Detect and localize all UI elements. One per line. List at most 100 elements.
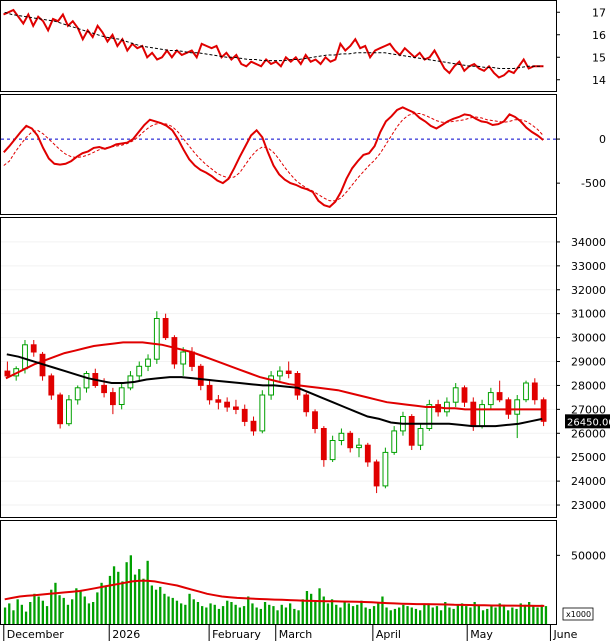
volume-bar <box>439 610 443 624</box>
volume-bar <box>121 581 124 624</box>
volume-bar <box>142 578 145 624</box>
volume-bar <box>83 596 86 624</box>
volume-bar <box>289 603 292 624</box>
x-tick-label: April <box>376 628 401 641</box>
volume-bar <box>427 603 430 624</box>
candlestick <box>224 397 230 412</box>
last-price-tag <box>565 414 610 429</box>
volume-bar <box>528 602 531 624</box>
volume-bar <box>62 597 65 624</box>
candlestick <box>391 426 398 455</box>
candlestick <box>110 387 116 415</box>
y-tick-label: 50000 <box>571 549 606 562</box>
candle-body <box>241 408 248 422</box>
candle-body <box>101 384 107 394</box>
volume-bar <box>326 603 330 624</box>
candlestick <box>444 397 450 417</box>
candle-body <box>277 370 283 377</box>
candle-body <box>206 384 213 401</box>
candle-body <box>338 432 345 441</box>
candle-body <box>461 387 468 403</box>
candle-body <box>83 373 90 389</box>
volume-bar <box>100 582 103 624</box>
volume-bar <box>364 607 367 624</box>
candlestick <box>426 399 433 431</box>
volume-bar <box>419 610 422 624</box>
candle-body <box>496 392 503 401</box>
candle-body <box>48 375 55 396</box>
candle-body <box>250 420 257 432</box>
volume-bar <box>377 603 380 624</box>
candlestick <box>118 383 125 410</box>
volume-bar <box>490 606 493 624</box>
candlestick <box>250 416 257 436</box>
candlestick <box>206 380 213 405</box>
volume-bar <box>502 604 506 624</box>
volume-bar <box>184 604 187 624</box>
volume-bar <box>8 603 11 624</box>
candle-body <box>356 444 362 449</box>
volume-bar <box>284 607 288 624</box>
candlestick <box>197 363 204 391</box>
volume-bar <box>180 603 183 624</box>
x-tick-label: 2026 <box>112 628 140 641</box>
candle-body <box>505 399 512 415</box>
volume-bar <box>125 562 128 624</box>
volume-bar <box>414 608 418 624</box>
volume-bar <box>201 606 204 624</box>
volume-bar <box>50 589 53 624</box>
y-tick-label: 31000 <box>571 308 606 321</box>
volume-bar <box>507 610 510 624</box>
candlestick <box>540 397 547 427</box>
candle-body <box>444 401 450 413</box>
candle-body <box>531 382 538 401</box>
volume-bar <box>540 604 543 624</box>
volume-bar <box>435 606 439 624</box>
candle-body <box>74 387 81 401</box>
volume-bar <box>372 606 376 624</box>
candlestick <box>30 339 37 357</box>
volume-bar <box>175 600 179 624</box>
candlestick <box>66 395 72 427</box>
candle-body <box>224 401 230 408</box>
volume-bar <box>402 604 405 624</box>
volume-bar <box>58 595 61 624</box>
volume-bar <box>66 604 70 624</box>
candlestick <box>303 392 310 417</box>
candlestick <box>259 390 266 434</box>
volume-bar <box>167 596 170 624</box>
volume-bar <box>75 588 78 624</box>
volume-bar <box>335 604 338 624</box>
volume-bar <box>54 582 57 624</box>
volume-bar <box>221 606 225 624</box>
volume-bar <box>494 607 497 624</box>
candle-body <box>189 351 195 367</box>
volume-bar <box>268 604 271 624</box>
candle-body <box>470 401 477 427</box>
volume-bar <box>196 602 200 624</box>
candlestick <box>364 442 371 467</box>
x-tick-label: May <box>470 628 493 641</box>
volume-bar <box>112 566 116 624</box>
candle-body <box>4 370 11 377</box>
candle-body <box>382 451 389 487</box>
volume-bar <box>389 610 392 624</box>
volume-bar <box>79 591 82 624</box>
volume-bar <box>444 602 447 624</box>
candlestick <box>48 373 55 400</box>
y-tick-label: 16 <box>592 29 606 42</box>
volume-bar <box>87 603 91 624</box>
volume-bar <box>393 608 397 624</box>
volume-bar <box>486 608 489 624</box>
panel-volume-frame <box>0 520 557 625</box>
volume-bar <box>234 604 237 624</box>
volume-bar <box>511 607 514 624</box>
candle-body <box>30 344 37 353</box>
volume-bar <box>108 575 112 624</box>
candle-body <box>215 399 222 403</box>
volume-bar <box>360 600 363 624</box>
x-axis: December 2026 February March April May June <box>3 624 578 641</box>
volume-bar <box>385 607 388 624</box>
volume-bar <box>251 603 254 624</box>
